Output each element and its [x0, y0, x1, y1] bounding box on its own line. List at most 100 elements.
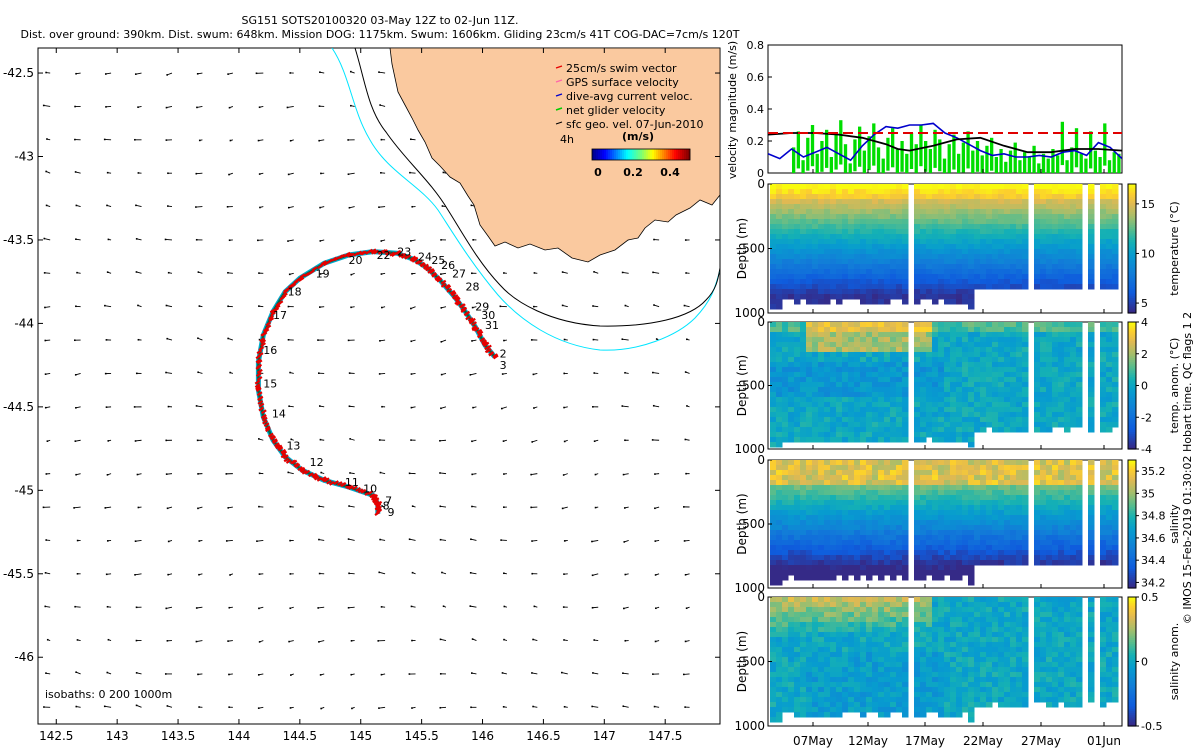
swim-vector-mark	[283, 457, 290, 463]
section-cell	[866, 189, 873, 195]
section-cell	[962, 347, 969, 353]
section-cell	[1112, 224, 1119, 230]
section-cell	[878, 565, 885, 571]
section-cell	[974, 204, 981, 210]
section-cell	[818, 214, 825, 220]
section-cell	[782, 402, 789, 408]
section-cell	[788, 327, 795, 333]
section-cell	[950, 565, 957, 571]
section-cell	[842, 407, 849, 413]
vector-key-swatch	[662, 149, 665, 160]
section-cell	[848, 367, 855, 373]
section-cell	[848, 209, 855, 215]
section-cell	[1070, 234, 1077, 240]
section-cell	[974, 480, 981, 486]
geo-velocity-head	[471, 440, 473, 443]
section-cell	[890, 259, 897, 265]
section-cell	[1022, 269, 1029, 275]
section-cell	[824, 555, 831, 561]
section-cell	[1016, 485, 1023, 491]
geo-velocity-vector	[319, 139, 325, 142]
section-cell	[1064, 412, 1071, 418]
section-cell	[992, 407, 999, 413]
section-cell	[1070, 184, 1077, 190]
vector-key-duration: 4h	[560, 133, 574, 146]
section-cell	[878, 465, 885, 471]
section-cell	[986, 475, 993, 481]
section-cell	[854, 540, 861, 546]
section-cell	[998, 189, 1005, 195]
section-cell	[818, 545, 825, 551]
colorbar-swatch	[1128, 242, 1136, 245]
section-cell	[1016, 460, 1023, 466]
section-cell	[782, 480, 789, 486]
section-cell	[956, 372, 963, 378]
section-cell	[1058, 199, 1065, 205]
swim-vector-mark	[398, 252, 405, 258]
day-label: 11	[345, 476, 359, 489]
section-cell	[1058, 254, 1065, 260]
section-cell	[938, 387, 945, 393]
section-cell	[932, 540, 939, 546]
section-cell	[776, 342, 783, 348]
section-cell	[932, 392, 939, 398]
section-cell	[902, 184, 909, 190]
section-cell	[884, 560, 891, 566]
section-cell	[830, 199, 837, 205]
section-cell	[974, 362, 981, 368]
section-cell	[926, 402, 933, 408]
section-cell	[1016, 540, 1023, 546]
section-cell	[1058, 347, 1065, 353]
section-cell	[992, 249, 999, 255]
section-cell	[824, 470, 831, 476]
section-cell	[794, 347, 801, 353]
section-cell	[944, 570, 951, 576]
section-cell	[950, 322, 957, 328]
geo-velocity-head	[165, 371, 167, 374]
section-cell	[1052, 224, 1059, 230]
section-cell	[1046, 249, 1053, 255]
section-cell	[770, 259, 777, 265]
section-cell	[986, 259, 993, 265]
section-cell	[1100, 337, 1107, 343]
section-cell	[896, 274, 903, 280]
geo-velocity-head	[75, 238, 77, 241]
swim-vector-mark	[372, 498, 379, 504]
geo-velocity-head	[531, 572, 534, 575]
geo-velocity-head	[318, 505, 320, 508]
section-cell	[1034, 480, 1041, 486]
section-cell	[854, 545, 861, 551]
section-cell	[1046, 332, 1053, 338]
section-cell	[926, 392, 933, 398]
section-cell	[956, 189, 963, 195]
section-cell	[782, 520, 789, 526]
section-cell	[926, 239, 933, 245]
section-cell	[968, 332, 975, 338]
geo-velocity-head	[347, 139, 349, 141]
colorbar-swatch	[1128, 391, 1136, 395]
section-cell	[866, 274, 873, 280]
section-cell	[1040, 427, 1047, 433]
section-cell	[968, 264, 975, 270]
geo-velocity-head	[198, 540, 201, 542]
swim-vector-mark	[414, 259, 421, 265]
section-cell	[782, 322, 789, 328]
geo-velocity-head	[563, 440, 566, 443]
section-cell	[1064, 229, 1071, 235]
section-cell	[776, 580, 783, 586]
geo-velocity-head	[165, 607, 168, 610]
section-cell	[878, 264, 885, 270]
section-cell	[914, 515, 921, 521]
section-cell	[884, 495, 891, 501]
section-cell	[794, 214, 801, 220]
section-cell	[962, 367, 969, 373]
section-cell	[824, 244, 831, 250]
section-cell	[902, 199, 909, 205]
swim-vector-mark	[299, 468, 306, 473]
vector-key-swatch	[620, 149, 623, 160]
section-cell	[1112, 362, 1119, 368]
section-cell	[806, 274, 813, 280]
swim-vector-mark	[455, 301, 462, 306]
section-cell	[1100, 342, 1107, 348]
geo-velocity-vector	[378, 71, 386, 74]
